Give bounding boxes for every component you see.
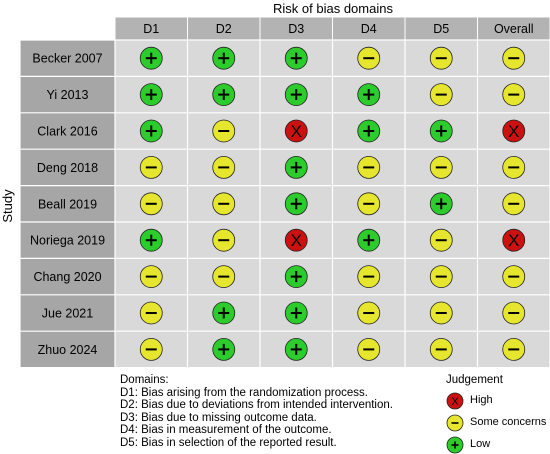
judgement-symbol-bar-vertical (150, 53, 152, 64)
judgement-symbol-bar (218, 276, 229, 278)
judgement-symbol-bar (508, 276, 519, 278)
judgement-symbol-bar (508, 312, 519, 314)
high-symbol: X (291, 231, 302, 250)
domain-description-d3: D3: Bias due to missing outcome data. (120, 412, 393, 425)
judgement-symbol-bar (436, 239, 447, 241)
domain-description-d2: D2: Bias due to deviations from intended… (120, 399, 393, 412)
domain-description-d4: D4: Bias in measurement of the outcome. (120, 424, 393, 437)
column-header-label-d2: D2 (216, 22, 232, 36)
judgement-symbol-bar-vertical (295, 308, 297, 319)
grid-layer: D1 D2 D3 D4 D5 Overall Becker 2007 Yi 2013 Clark… (20, 17, 550, 368)
low-icon (446, 436, 464, 454)
judgement-symbol-bar (436, 348, 447, 350)
judgement-symbol-bar-vertical (295, 53, 297, 64)
study-label: Zhuo 2024 (38, 343, 98, 357)
legend-area: Domains: D1: Bias arising from the rando… (0, 372, 550, 452)
judgement-symbol-bar (436, 166, 447, 168)
judgement-label-low: Low (470, 438, 490, 450)
column-header-label-d5: D5 (433, 22, 449, 36)
judgement-symbol-bar (146, 203, 157, 205)
judgement-symbol-bar-vertical (295, 89, 297, 100)
column-header-label-d3: D3 (288, 22, 304, 36)
column-header-label-overall: Overall (494, 22, 534, 36)
judgement-symbol-bar-vertical (150, 235, 152, 246)
column-header-label-d1: D1 (143, 22, 159, 36)
study-label: Beall 2019 (38, 197, 97, 211)
judgement-symbol-bar-vertical (223, 308, 225, 319)
judgement-symbol-bar-vertical (295, 162, 297, 173)
judgement-symbol-bar (436, 94, 447, 96)
judgement-symbol-bar (363, 276, 374, 278)
judgement-symbol-bar (363, 166, 374, 168)
study-label: Yi 2013 (47, 88, 89, 102)
judgement-symbol-bar (436, 312, 447, 314)
judgement-symbol-bar (218, 203, 229, 205)
judgement-symbol-bar-vertical (150, 126, 152, 137)
judgement-symbol-bar-vertical (295, 271, 297, 282)
chart-title: Risk of bias domains (273, 1, 393, 16)
domain-description-d5: D5: Bias in selection of the reported re… (120, 437, 393, 450)
high-symbol: X (508, 231, 519, 250)
high-symbol: X (508, 122, 519, 141)
judgement-symbol-bar-vertical (440, 126, 442, 137)
column-header-label-d4: D4 (361, 22, 377, 36)
judgement-symbol-bar (508, 94, 519, 96)
high-icon: X (446, 392, 464, 410)
judgement-symbol-bar (146, 276, 157, 278)
judgement-symbol-bar-vertical (223, 53, 225, 64)
study-label: Jue 2021 (42, 307, 93, 321)
judgement-symbol-bar (508, 203, 519, 205)
judgement-symbol-bar (218, 130, 229, 132)
domains-legend: Domains: D1: Bias arising from the rando… (120, 374, 393, 450)
judgement-symbol-bar (508, 348, 519, 350)
judgement-symbol-bar-vertical (368, 126, 370, 137)
y-axis-label: Study (0, 189, 15, 223)
svg-text:X: X (451, 396, 459, 408)
judgement-symbol-bar-vertical (368, 235, 370, 246)
judgement-symbol-bar-vertical (295, 344, 297, 355)
judgement-symbol-bar-vertical (440, 198, 442, 209)
judgement-label-high: High (470, 394, 493, 406)
judgement-symbol-bar (436, 276, 447, 278)
judgement-symbol-bar (146, 348, 157, 350)
judgement-symbol-bar (363, 57, 374, 59)
judgement-symbol-bar-vertical (223, 89, 225, 100)
judgement-symbol-bar (436, 57, 447, 59)
study-label: Chang 2020 (33, 270, 101, 284)
judgement-symbol-bar-vertical (295, 198, 297, 209)
study-label: Becker 2007 (32, 52, 102, 66)
judgement-symbol-bar (508, 166, 519, 168)
study-label: Deng 2018 (37, 161, 98, 175)
judgement-symbol-bar (218, 166, 229, 168)
judgement-symbol-bar-vertical (150, 89, 152, 100)
domains-legend-title: Domains: (120, 374, 393, 387)
risk-of-bias-chart: Risk of bias domains Study D1 D2 D3 D4 D5 Ove… (0, 0, 550, 372)
judgement-symbol-bar (146, 312, 157, 314)
judgement-label-some-concerns: Some concerns (470, 416, 546, 428)
judgement-symbol-bar-vertical (223, 344, 225, 355)
judgement-symbol-bar-vertical (368, 89, 370, 100)
domain-description-d1: D1: Bias arising from the randomization … (120, 387, 393, 400)
judgement-symbol-bar (363, 312, 374, 314)
judgement-symbol-bar (363, 348, 374, 350)
judgement-legend-title: Judgement (446, 374, 503, 386)
study-label: Clark 2016 (37, 125, 97, 139)
judgement-symbol-bar (508, 57, 519, 59)
study-label: Noriega 2019 (30, 234, 105, 248)
judgement-symbol-bar (146, 166, 157, 168)
high-symbol: X (291, 122, 302, 141)
judgement-symbol-bar (363, 203, 374, 205)
judgement-symbol-bar (218, 239, 229, 241)
some-concerns-icon (446, 414, 464, 432)
